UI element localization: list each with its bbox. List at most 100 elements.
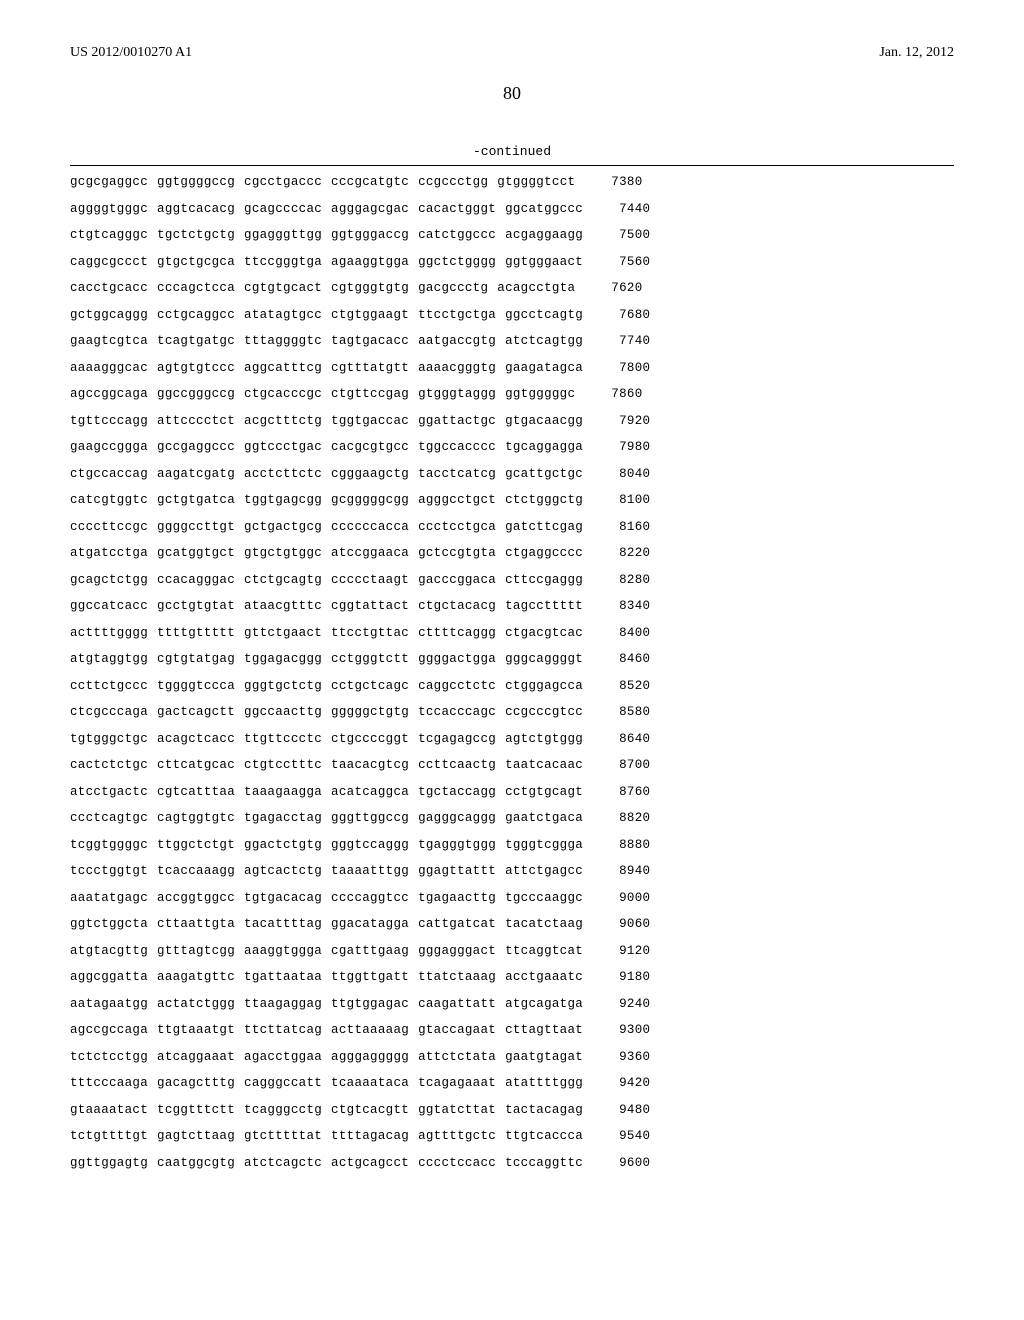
sequence-group: aaaggtggga bbox=[244, 945, 322, 958]
sequence-group: ttggttgatt bbox=[331, 971, 409, 984]
sequence-group: gctgtgatca bbox=[157, 494, 235, 507]
sequence-row: tcggtggggcttggctctgtggactctgtggggtccaggg… bbox=[70, 839, 954, 852]
sequence-group: atctcagtgg bbox=[505, 335, 583, 348]
sequence-group: tcagagaaat bbox=[418, 1077, 496, 1090]
sequence-group: aaatatgagc bbox=[70, 892, 148, 905]
sequence-group: gggggctgtg bbox=[331, 706, 409, 719]
sequence-group: ctgtcacgtt bbox=[331, 1104, 409, 1117]
sequence-group: tttaggggtc bbox=[244, 335, 322, 348]
sequence-position: 7860 bbox=[611, 388, 642, 401]
sequence-group: cccagctcca bbox=[157, 282, 235, 295]
sequence-group: catcgtggtc bbox=[70, 494, 148, 507]
sequence-group: aaagatgttc bbox=[157, 971, 235, 984]
sequence-group: ccccttccgc bbox=[70, 521, 148, 534]
sequence-groups: gcgcgaggccggtggggccgcgcctgaccccccgcatgtc… bbox=[70, 176, 575, 189]
sequence-position: 7500 bbox=[619, 229, 650, 242]
sequence-group: cgtcatttaa bbox=[157, 786, 235, 799]
sequence-row: tttcccaagagacagctttgcagggccatttcaaaataca… bbox=[70, 1077, 954, 1090]
page-number: 80 bbox=[70, 83, 954, 104]
sequence-position: 9240 bbox=[619, 998, 650, 1011]
header-row: US 2012/0010270 A1 Jan. 12, 2012 bbox=[70, 45, 954, 61]
sequence-group: tggccacccc bbox=[418, 441, 496, 454]
sequence-group: aggtcacacg bbox=[157, 203, 235, 216]
sequence-group: tggggtccca bbox=[157, 680, 235, 693]
sequence-row: ccccttccgcggggccttgtgctgactgcgccccccacca… bbox=[70, 521, 954, 534]
sequence-group: tagtgacacc bbox=[331, 335, 409, 348]
publication-id: US 2012/0010270 A1 bbox=[70, 45, 192, 61]
sequence-group: ggattactgc bbox=[418, 415, 496, 428]
sequence-listing: gcgcgaggccggtggggccgcgcctgaccccccgcatgtc… bbox=[70, 165, 954, 1169]
sequence-group: acctgaaatc bbox=[505, 971, 583, 984]
sequence-group: gaagatagca bbox=[505, 362, 583, 375]
sequence-group: ggtgggggc bbox=[505, 388, 575, 401]
sequence-group: ttcttatcag bbox=[244, 1024, 322, 1037]
sequence-group: agtgtgtccc bbox=[157, 362, 235, 375]
sequence-group: ggccgggccg bbox=[157, 388, 235, 401]
sequence-group: cttagttaat bbox=[505, 1024, 583, 1037]
sequence-group: cctgcaggcc bbox=[157, 309, 235, 322]
sequence-groups: tctgttttgtgagtcttaaggtctttttatttttagacag… bbox=[70, 1130, 583, 1143]
sequence-group: ccccctaagt bbox=[331, 574, 409, 587]
sequence-group: acgctttctg bbox=[244, 415, 322, 428]
sequence-group: agggaggggg bbox=[331, 1051, 409, 1064]
sequence-group: gttctgaact bbox=[244, 627, 322, 640]
sequence-group: tgattaataa bbox=[244, 971, 322, 984]
sequence-position: 8520 bbox=[619, 680, 650, 693]
sequence-group: actatctggg bbox=[157, 998, 235, 1011]
sequence-group: gaatgtagat bbox=[505, 1051, 583, 1064]
sequence-group: gtctttttat bbox=[244, 1130, 322, 1143]
sequence-groups: ggccatcaccgcctgtgtatataacgtttccggtattact… bbox=[70, 600, 583, 613]
sequence-position: 8160 bbox=[619, 521, 650, 534]
sequence-row: ggccatcaccgcctgtgtatataacgtttccggtattact… bbox=[70, 600, 954, 613]
sequence-group: ctgccccggt bbox=[331, 733, 409, 746]
sequence-position: 8940 bbox=[619, 865, 650, 878]
sequence-row: aaatatgagcaccggtggcctgtgacacagccccaggtcc… bbox=[70, 892, 954, 905]
sequence-row: gcgcgaggccggtggggccgcgcctgaccccccgcatgtc… bbox=[70, 176, 954, 189]
sequence-row: aggggtgggcaggtcacacggcagccccacagggagcgac… bbox=[70, 203, 954, 216]
sequence-group: tcagtgatgc bbox=[157, 335, 235, 348]
sequence-row: tctgttttgtgagtcttaaggtctttttatttttagacag… bbox=[70, 1130, 954, 1143]
sequence-group: ggtgggaccg bbox=[331, 229, 409, 242]
sequence-group: agaaggtgga bbox=[331, 256, 409, 269]
sequence-group: ggtggggccg bbox=[157, 176, 235, 189]
sequence-group: ctgctacacg bbox=[418, 600, 496, 613]
sequence-group: cccgcatgtc bbox=[331, 176, 409, 189]
sequence-group: ggtccctgac bbox=[244, 441, 322, 454]
sequence-groups: tccctggtgttcaccaaaggagtcactctgtaaaatttgg… bbox=[70, 865, 583, 878]
sequence-groups: ctgtcagggctgctctgctgggagggttggggtgggaccg… bbox=[70, 229, 583, 242]
sequence-group: ggccatcacc bbox=[70, 600, 148, 613]
sequence-position: 8640 bbox=[619, 733, 650, 746]
sequence-group: agccgccaga bbox=[70, 1024, 148, 1037]
sequence-row: ccttctgccctggggtcccagggtgctctgcctgctcagc… bbox=[70, 680, 954, 693]
sequence-row: atgtacgttggtttagtcggaaaggtgggacgatttgaag… bbox=[70, 945, 954, 958]
sequence-group: ttgtggagac bbox=[331, 998, 409, 1011]
sequence-group: ccacagggac bbox=[157, 574, 235, 587]
sequence-groups: ccctcagtgccagtggtgtctgagacctaggggttggccg… bbox=[70, 812, 583, 825]
sequence-group: cttcatgcac bbox=[157, 759, 235, 772]
sequence-group: ctgtcctttc bbox=[244, 759, 322, 772]
sequence-position: 9060 bbox=[619, 918, 650, 931]
sequence-group: atgatcctga bbox=[70, 547, 148, 560]
sequence-position: 7440 bbox=[619, 203, 650, 216]
sequence-group: aatagaatgg bbox=[70, 998, 148, 1011]
sequence-group: cattgatcat bbox=[418, 918, 496, 931]
sequence-group: tggtgagcgg bbox=[244, 494, 322, 507]
sequence-group: attcccctct bbox=[157, 415, 235, 428]
sequence-groups: gctggcagggcctgcaggccatatagtgccctgtggaagt… bbox=[70, 309, 583, 322]
sequence-group: ctgggagcca bbox=[505, 680, 583, 693]
sequence-row: gctggcagggcctgcaggccatatagtgccctgtggaagt… bbox=[70, 309, 954, 322]
sequence-row: cacctgcacccccagctccacgtgtgcactcgtgggtgtg… bbox=[70, 282, 954, 295]
sequence-group: cctgctcagc bbox=[331, 680, 409, 693]
sequence-row: tgttcccaggattcccctctacgctttctgtggtgaccac… bbox=[70, 415, 954, 428]
sequence-group: tgcccaaggc bbox=[505, 892, 583, 905]
sequence-group: ttgttccctc bbox=[244, 733, 322, 746]
sequence-row: acttttggggttttgtttttgttctgaactttcctgttac… bbox=[70, 627, 954, 640]
sequence-position: 7620 bbox=[611, 282, 642, 295]
sequence-row: gcagctctggccacagggacctctgcagtgccccctaagt… bbox=[70, 574, 954, 587]
sequence-group: tggagacggg bbox=[244, 653, 322, 666]
sequence-group: atctcagctc bbox=[244, 1157, 322, 1170]
sequence-position: 7560 bbox=[619, 256, 650, 269]
sequence-position: 8280 bbox=[619, 574, 650, 587]
sequence-group: acctcttctc bbox=[244, 468, 322, 481]
sequence-row: atcctgactccgtcatttaataaagaaggaacatcaggca… bbox=[70, 786, 954, 799]
